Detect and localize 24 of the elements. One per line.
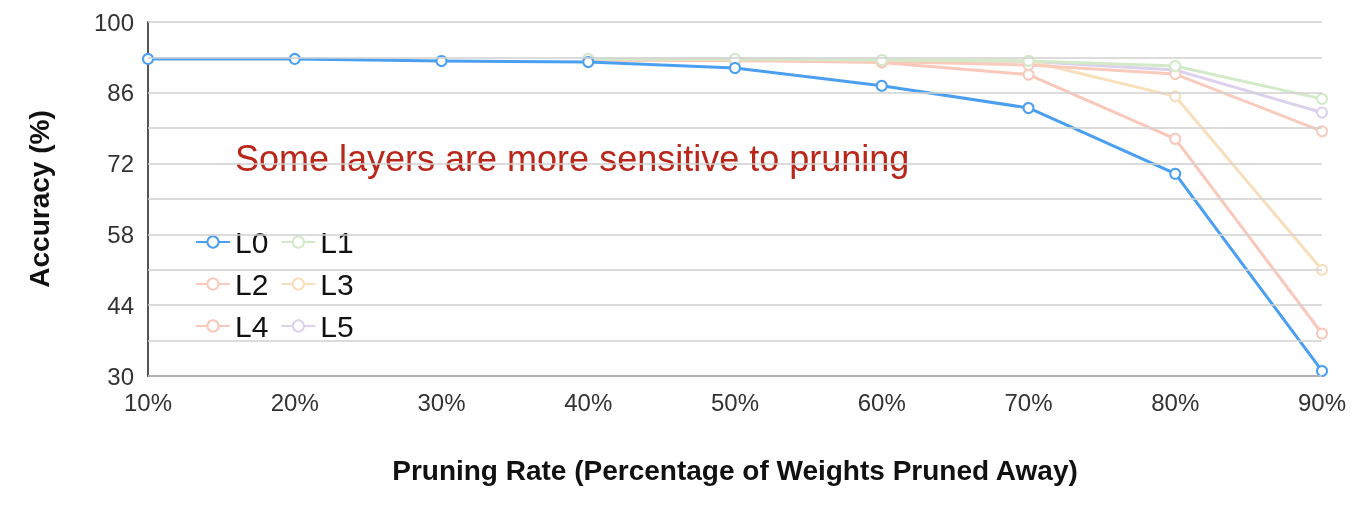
- y-axis-title: Accuracy (%): [23, 110, 55, 288]
- annotation: Some layers are more sensitive to pruning: [235, 137, 910, 179]
- legend-label: L4: [235, 309, 269, 343]
- x-tick-label: 90%: [1297, 388, 1347, 416]
- y-tick-label: 72: [107, 150, 134, 178]
- y-tick-label: 58: [107, 220, 134, 248]
- legend-label: L3: [320, 267, 354, 301]
- x-tick-label: 30%: [417, 388, 466, 416]
- y-tick-label: 30: [107, 362, 134, 390]
- y-tick-label: 86: [107, 79, 134, 107]
- legend-label: L0: [235, 225, 269, 259]
- x-axis-title: Pruning Rate (Percentage of Weights Pruned Away): [392, 454, 1078, 486]
- x-tick-label: 60%: [857, 388, 906, 416]
- x-tick-label: 80%: [1151, 388, 1200, 416]
- x-tick-label: 70%: [1004, 388, 1053, 416]
- legend-label: L2: [235, 267, 269, 301]
- x-tick-label: 50%: [710, 388, 760, 416]
- x-tick-label: 20%: [270, 388, 319, 416]
- y-tick-label: 44: [107, 291, 134, 319]
- y-tick-label: 100: [93, 8, 134, 36]
- legend-label: L5: [320, 309, 354, 343]
- x-tick-label: 40%: [564, 388, 613, 416]
- x-tick-label: 10%: [123, 388, 173, 416]
- legend-label: L1: [320, 225, 354, 259]
